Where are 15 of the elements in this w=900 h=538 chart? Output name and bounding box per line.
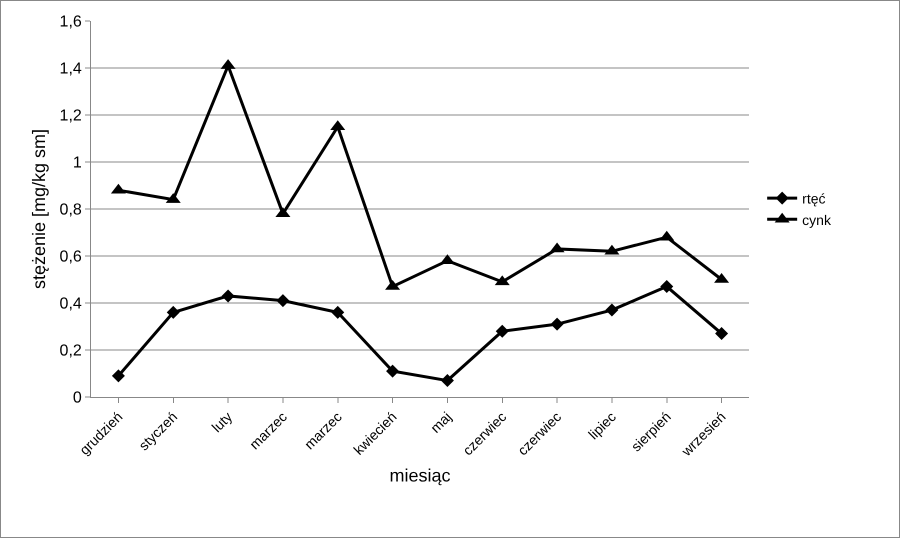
x-tick-label: maj [427, 408, 454, 436]
y-tick-label: 1,6 [60, 14, 82, 31]
y-tick-label: 0,2 [60, 342, 82, 360]
y-tick-label: 0,6 [60, 248, 82, 266]
y-tick-label: 0 [72, 390, 82, 407]
y-tick-label: 1,2 [60, 108, 82, 125]
legend-label: cynk [802, 212, 832, 228]
y-axis-title: stężenie [mg/kg sm] [29, 128, 49, 290]
y-tick-label: 0,8 [60, 202, 82, 219]
y-tick-label: 0,4 [60, 296, 82, 313]
x-tick-label: luty [208, 408, 236, 436]
x-axis-title: miesiąc [389, 466, 451, 486]
y-tick-label: 1 [72, 154, 82, 172]
legend-label: rtęć [802, 190, 826, 207]
y-tick-label: 1,4 [60, 60, 82, 78]
